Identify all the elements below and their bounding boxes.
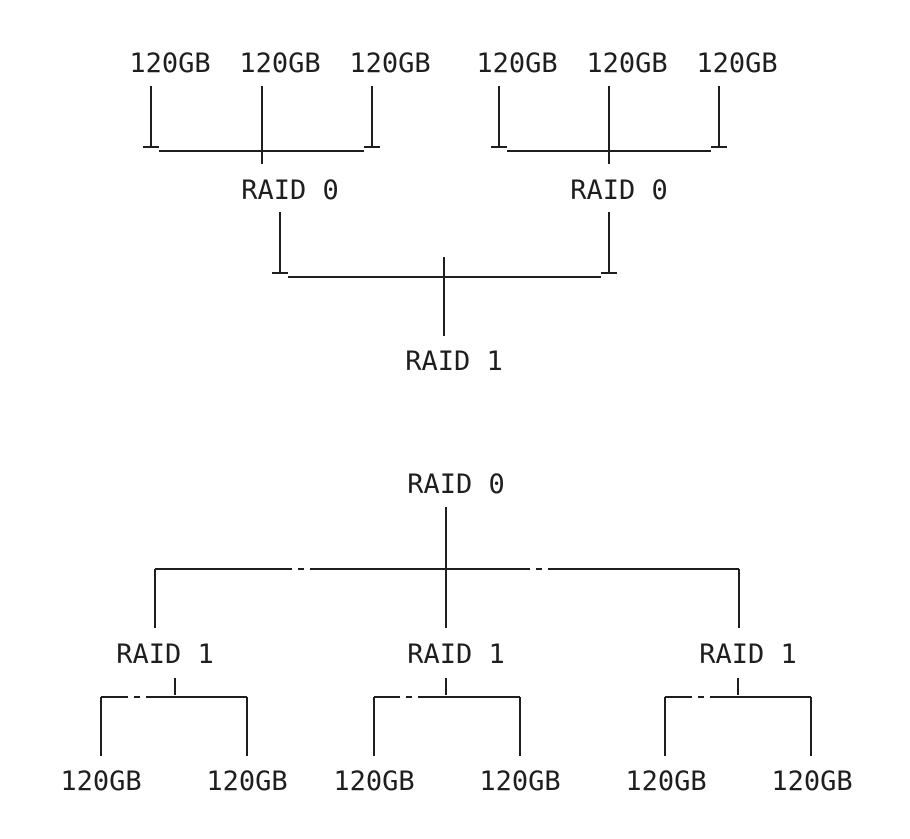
top-disk-3: 120GB [349,48,430,79]
top-mirror-label: RAID 1 [405,346,503,377]
bottom-disk-2: 120GB [206,766,287,797]
bottom-mirror-2-connector [373,678,521,756]
bottom-stripe-label: RAID 0 [407,469,505,500]
bottom-disk-3: 120GB [333,766,414,797]
bottom-mirror-1-connector [100,678,248,756]
raid-0-over-1-diagram: RAID 0 RAID 1 RAID 1 RAID 1 [60,469,852,797]
top-left-group-connector [143,86,380,164]
top-disk-6: 120GB [696,48,777,79]
top-right-group-connector [491,86,727,164]
bottom-mirror-2: RAID 1 [407,639,505,670]
top-stripe-left: RAID 0 [241,175,339,206]
raid-10-over-0-diagram: 120GB 120GB 120GB 120GB 120GB 120GB RAID… [129,48,777,377]
bottom-mirror-3: RAID 1 [699,639,797,670]
bottom-disk-1: 120GB [60,766,141,797]
top-mirror-connector [272,212,617,336]
bottom-disk-6: 120GB [771,766,852,797]
top-disk-5: 120GB [586,48,667,79]
bottom-disk-4: 120GB [479,766,560,797]
bottom-mirror-1: RAID 1 [116,639,214,670]
top-disk-4: 120GB [476,48,557,79]
top-disk-2: 120GB [239,48,320,79]
bottom-disk-5: 120GB [625,766,706,797]
top-stripe-right: RAID 0 [570,175,668,206]
top-disk-1: 120GB [129,48,210,79]
bottom-stripe-connector [154,507,740,628]
bottom-mirror-3-connector [664,678,812,756]
